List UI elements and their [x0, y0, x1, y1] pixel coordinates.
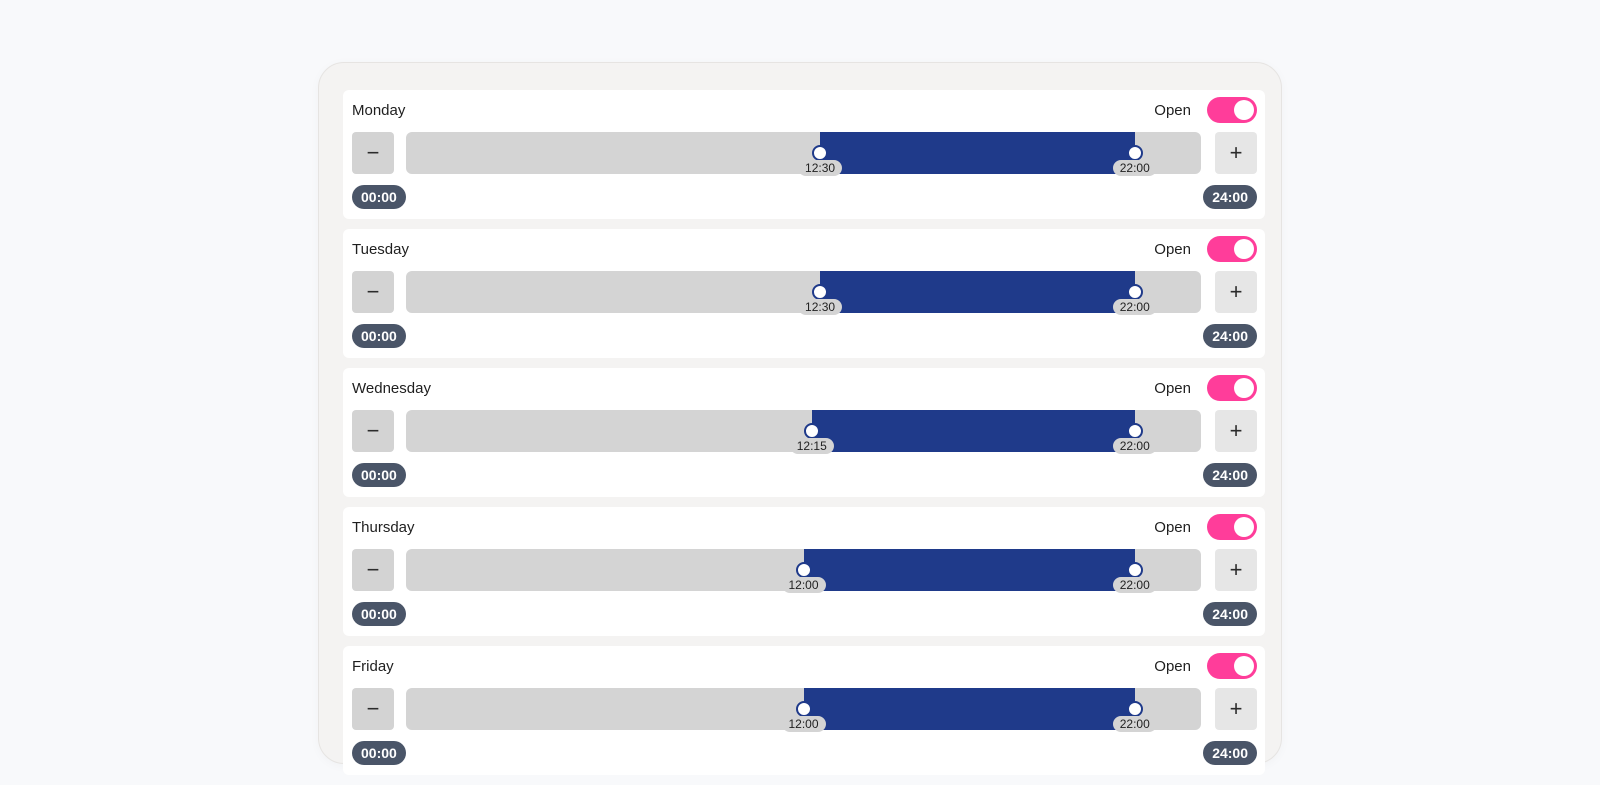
range-min-label: 00:00 [352, 185, 406, 209]
open-toggle[interactable] [1207, 236, 1257, 262]
range-max-label: 24:00 [1203, 185, 1257, 209]
open-hours-range [811, 410, 1135, 452]
day-card: Tuesday Open − 12:30 22:00 + 00:00 24:00 [343, 229, 1265, 358]
increase-button[interactable]: + [1215, 688, 1257, 730]
status-label: Open [1154, 519, 1191, 536]
end-time-handle[interactable] [1126, 562, 1143, 578]
increase-button[interactable]: + [1215, 271, 1257, 313]
start-time-handle[interactable] [812, 145, 829, 161]
end-time-label: 22:00 [1112, 577, 1157, 593]
decrease-button[interactable]: − [352, 132, 394, 174]
start-time-label: 12:15 [789, 438, 834, 454]
day-card: Thursday Open − 12:00 22:00 + 00:00 24:0… [343, 507, 1265, 636]
status-label: Open [1154, 241, 1191, 258]
range-min-label: 00:00 [352, 602, 406, 626]
end-time-label: 22:00 [1112, 716, 1157, 732]
open-toggle[interactable] [1207, 97, 1257, 123]
range-min-label: 00:00 [352, 741, 406, 765]
end-time-label: 22:00 [1112, 299, 1157, 315]
day-name: Thursday [352, 519, 415, 536]
increase-button[interactable]: + [1215, 549, 1257, 591]
start-time-label: 12:00 [781, 716, 826, 732]
range-min-label: 00:00 [352, 324, 406, 348]
end-time-label: 22:00 [1112, 438, 1157, 454]
day-card: Friday Open − 12:00 22:00 + 00:00 24:00 [343, 646, 1265, 775]
open-toggle[interactable] [1207, 375, 1257, 401]
decrease-button[interactable]: − [352, 549, 394, 591]
hours-slider-track[interactable]: 12:15 22:00 [406, 410, 1201, 454]
day-card: Wednesday Open − 12:15 22:00 + 00:00 24:… [343, 368, 1265, 497]
status-label: Open [1154, 380, 1191, 397]
open-hours-range [820, 132, 1135, 174]
increase-button[interactable]: + [1215, 410, 1257, 452]
decrease-button[interactable]: − [352, 688, 394, 730]
open-hours-range [803, 549, 1135, 591]
decrease-button[interactable]: − [352, 410, 394, 452]
day-name: Tuesday [352, 241, 409, 258]
open-toggle[interactable] [1207, 514, 1257, 540]
hours-slider-track[interactable]: 12:00 22:00 [406, 549, 1201, 593]
start-time-handle[interactable] [795, 562, 812, 578]
start-time-label: 12:00 [781, 577, 826, 593]
open-toggle[interactable] [1207, 653, 1257, 679]
toggle-knob [1234, 378, 1254, 398]
end-time-handle[interactable] [1126, 423, 1143, 439]
range-max-label: 24:00 [1203, 741, 1257, 765]
decrease-button[interactable]: − [352, 271, 394, 313]
end-time-handle[interactable] [1126, 701, 1143, 717]
open-hours-range [803, 688, 1135, 730]
range-max-label: 24:00 [1203, 602, 1257, 626]
toggle-knob [1234, 100, 1254, 120]
toggle-knob [1234, 517, 1254, 537]
day-card: Monday Open − 12:30 22:00 + 00:00 24:00 [343, 90, 1265, 219]
start-time-handle[interactable] [803, 423, 820, 439]
end-time-handle[interactable] [1126, 284, 1143, 300]
toggle-knob [1234, 656, 1254, 676]
start-time-handle[interactable] [795, 701, 812, 717]
day-name: Friday [352, 658, 394, 675]
day-name: Wednesday [352, 380, 431, 397]
toggle-knob [1234, 239, 1254, 259]
opening-hours-list: Monday Open − 12:30 22:00 + 00:00 24:00 … [343, 90, 1265, 785]
range-max-label: 24:00 [1203, 463, 1257, 487]
range-max-label: 24:00 [1203, 324, 1257, 348]
status-label: Open [1154, 658, 1191, 675]
hours-slider-track[interactable]: 12:30 22:00 [406, 132, 1201, 176]
end-time-label: 22:00 [1112, 160, 1157, 176]
start-time-handle[interactable] [812, 284, 829, 300]
hours-slider-track[interactable]: 12:00 22:00 [406, 688, 1201, 732]
status-label: Open [1154, 102, 1191, 119]
range-min-label: 00:00 [352, 463, 406, 487]
increase-button[interactable]: + [1215, 132, 1257, 174]
day-name: Monday [352, 102, 406, 119]
start-time-label: 12:30 [798, 160, 843, 176]
start-time-label: 12:30 [798, 299, 843, 315]
open-hours-range [820, 271, 1135, 313]
end-time-handle[interactable] [1126, 145, 1143, 161]
hours-slider-track[interactable]: 12:30 22:00 [406, 271, 1201, 315]
